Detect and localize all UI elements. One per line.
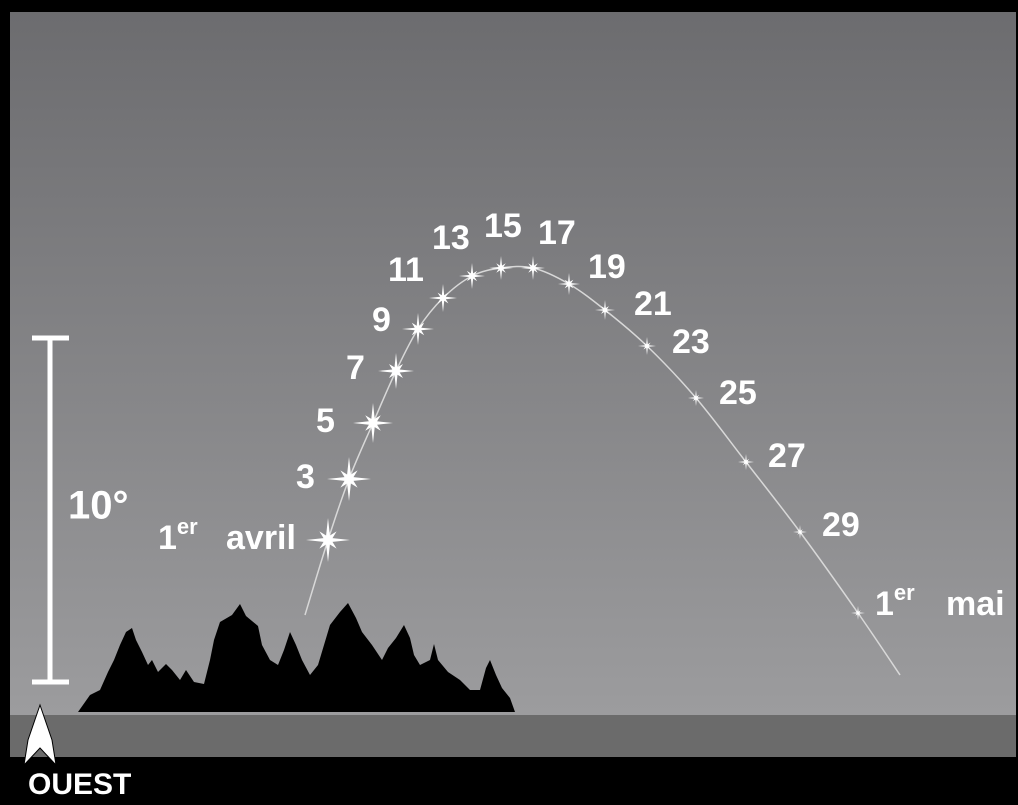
day: 11	[388, 251, 424, 289]
date-label: 23	[672, 323, 710, 361]
scale-bar	[32, 335, 69, 685]
trees	[78, 603, 515, 712]
day: 27	[768, 437, 806, 475]
planet-position	[595, 300, 615, 320]
ordinal: er	[894, 580, 915, 605]
planet-position	[738, 454, 754, 470]
date-label: 11	[388, 251, 424, 289]
north-arrow	[23, 703, 57, 767]
orbit-path	[304, 265, 901, 676]
date-label: 9	[372, 301, 391, 339]
planet-position	[793, 525, 807, 539]
planet-position	[306, 518, 350, 562]
day: 15	[484, 207, 522, 245]
date-label: 1er	[875, 580, 915, 623]
day: 1	[875, 585, 894, 623]
planet-position	[378, 353, 414, 389]
date-label: 7	[346, 349, 365, 387]
day: 29	[822, 506, 860, 544]
planet-position	[489, 256, 513, 280]
day: 5	[316, 402, 335, 440]
date-label: 3	[296, 458, 315, 496]
date-label: 25	[719, 374, 757, 412]
sky	[10, 12, 1016, 716]
month-label: avril	[226, 519, 296, 557]
planet-position	[327, 457, 371, 501]
day: 23	[672, 323, 710, 361]
direction-label: OUEST	[28, 768, 131, 801]
day: 17	[538, 214, 576, 252]
planet-position	[459, 263, 485, 289]
planet-position	[402, 313, 434, 345]
month-label: mai	[946, 585, 1005, 623]
date-label: 1er	[158, 514, 198, 557]
date-label: 15	[484, 207, 522, 245]
day: 3	[296, 458, 315, 496]
day: 7	[346, 349, 365, 387]
date-label: 19	[588, 248, 626, 286]
day: 1	[158, 519, 177, 557]
planet-position	[851, 606, 865, 620]
planet-position	[638, 337, 656, 355]
day: 21	[634, 285, 672, 323]
planet-position	[688, 390, 704, 406]
ordinal: er	[177, 514, 198, 539]
date-label: 29	[822, 506, 860, 544]
date-label: 13	[432, 219, 470, 257]
day: 25	[719, 374, 757, 412]
date-label: 17	[538, 214, 576, 252]
planet-position	[521, 256, 545, 280]
planet-position	[558, 273, 580, 295]
day: 13	[432, 219, 470, 257]
planet-position	[353, 403, 393, 443]
day: 9	[372, 301, 391, 339]
ground	[10, 715, 1016, 757]
date-label: 21	[634, 285, 672, 323]
date-label: 5	[316, 402, 335, 440]
scale-label: 10°	[68, 484, 129, 528]
date-label: 27	[768, 437, 806, 475]
day: 19	[588, 248, 626, 286]
planet-position	[429, 284, 457, 312]
